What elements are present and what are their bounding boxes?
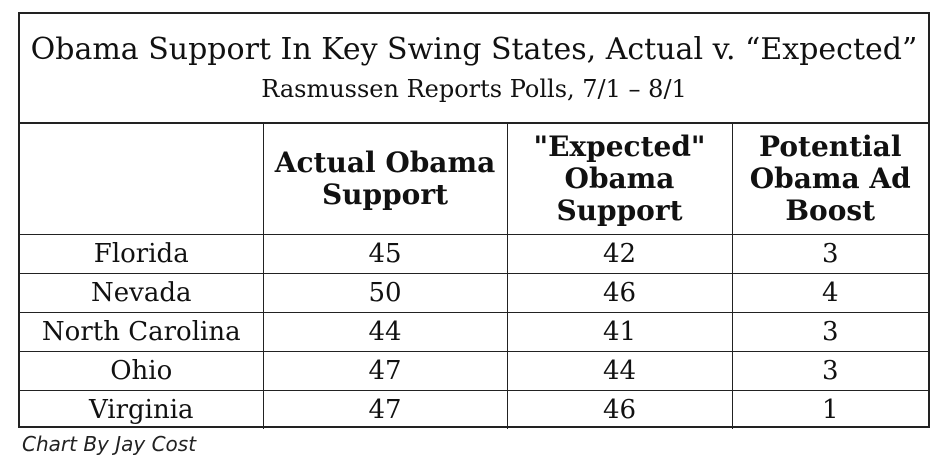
header-row: Actual Obama Support "Expected" Obama Su… — [20, 124, 928, 235]
actual-cell: 44 — [262, 312, 508, 352]
header-cell-actual: Actual Obama Support — [262, 124, 508, 235]
boost-cell: 3 — [731, 312, 928, 352]
header-cell-boost: Potential Obama Ad Boost — [731, 124, 928, 235]
table-row: North Carolina 44 41 3 — [20, 312, 928, 352]
chart-title: Obama Support In Key Swing States, Actua… — [30, 32, 918, 67]
actual-cell: 50 — [262, 273, 508, 313]
table-row: Florida 45 42 3 — [20, 234, 928, 274]
boost-cell: 3 — [731, 351, 928, 391]
actual-cell: 45 — [262, 234, 508, 274]
expected-cell: 46 — [506, 390, 733, 429]
header-cell-expected: "Expected" Obama Support — [506, 124, 733, 235]
actual-cell: 47 — [262, 390, 508, 429]
state-cell: Ohio — [20, 351, 264, 391]
table-row: Nevada 50 46 4 — [20, 273, 928, 313]
chart-subtitle: Rasmussen Reports Polls, 7/1 – 8/1 — [261, 75, 687, 103]
title-box: Obama Support In Key Swing States, Actua… — [20, 14, 928, 124]
expected-cell: 46 — [506, 273, 733, 313]
expected-cell: 41 — [506, 312, 733, 352]
actual-cell: 47 — [262, 351, 508, 391]
table-row: Ohio 47 44 3 — [20, 351, 928, 391]
state-cell: Virginia — [20, 390, 264, 429]
header-cell-empty — [20, 124, 264, 235]
chart-credit: Chart By Jay Cost — [22, 432, 197, 456]
boost-cell: 4 — [731, 273, 928, 313]
expected-cell: 44 — [506, 351, 733, 391]
expected-cell: 42 — [506, 234, 733, 274]
state-cell: Florida — [20, 234, 264, 274]
boost-cell: 3 — [731, 234, 928, 274]
chart-frame: Obama Support In Key Swing States, Actua… — [18, 12, 930, 429]
table-row: Virginia 47 46 1 — [20, 390, 928, 429]
data-table: Actual Obama Support "Expected" Obama Su… — [20, 124, 928, 429]
state-cell: North Carolina — [20, 312, 264, 352]
boost-cell: 1 — [731, 390, 928, 429]
state-cell: Nevada — [20, 273, 264, 313]
